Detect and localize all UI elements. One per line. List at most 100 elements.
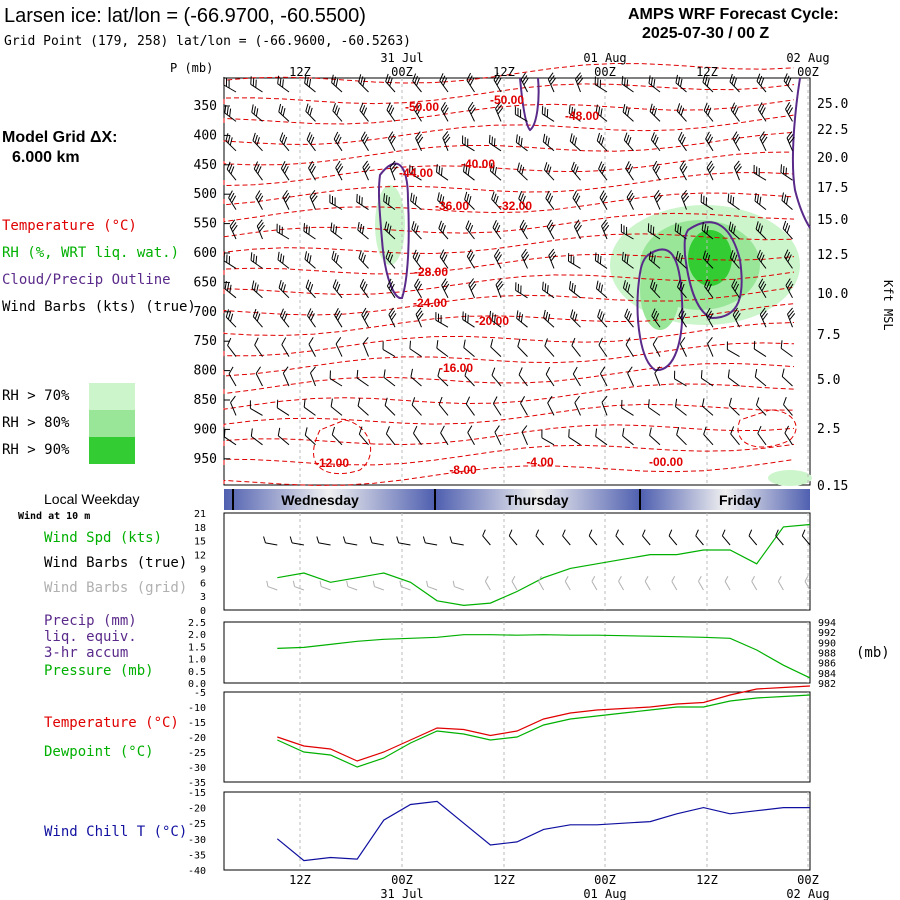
wind-barb <box>518 191 528 210</box>
wind-barb <box>488 134 502 152</box>
wind-barb <box>411 397 422 416</box>
wind-barb-flag <box>703 102 708 111</box>
wind-barb-flag <box>704 279 709 287</box>
wind-barb <box>250 252 263 269</box>
wind-barb-flag <box>280 161 286 169</box>
wind-barb-flag <box>337 136 342 145</box>
wind-barb-staff <box>358 257 369 269</box>
wind-barb-flag <box>674 222 677 231</box>
wind-barb-flag <box>597 308 601 317</box>
wind-barb-staff <box>518 198 528 210</box>
wind-barb-staff <box>382 348 396 358</box>
wind-barb-flag <box>396 536 400 544</box>
wind-barb-flag <box>228 256 231 265</box>
wind-barb <box>414 278 422 299</box>
wind-barb <box>357 221 369 240</box>
wind-barb-staff <box>751 581 758 591</box>
wind-barb <box>755 221 767 240</box>
wind-barb-flag <box>409 340 411 349</box>
wind-barb-staff <box>427 586 438 591</box>
wind-barb-flag <box>416 254 421 263</box>
wind-barb-flag <box>597 78 599 87</box>
wind-barb-flag <box>652 160 658 169</box>
wind-barb-flag <box>621 251 624 261</box>
wind-barb-staff <box>225 140 237 152</box>
wind-barb-staff <box>681 196 687 210</box>
wind-barb <box>542 281 555 299</box>
temperature-contour <box>223 342 795 377</box>
wind-barb <box>754 192 767 210</box>
wind-barb <box>435 312 449 328</box>
wind-barb-flag <box>469 77 475 86</box>
y-right-tick-label: 992 <box>818 628 836 639</box>
wind-barb <box>648 399 661 416</box>
wind-barb-flag <box>422 536 426 544</box>
wind-barb-staff <box>538 581 545 591</box>
wind-barb-staff <box>358 433 369 446</box>
wind-barb-flag <box>362 134 368 142</box>
wind-barb <box>626 190 635 210</box>
wind-barb-staff <box>784 256 793 269</box>
wind-barb-flag <box>595 280 599 289</box>
wind-barb-flag <box>467 167 470 176</box>
wind-barb <box>595 428 608 446</box>
wind-barb-flag <box>649 103 653 112</box>
wind-barb-flag <box>329 370 331 379</box>
wind-barb-flag <box>416 107 422 115</box>
wind-barb-flag <box>437 192 440 201</box>
wind-barb-flag <box>707 163 714 171</box>
wind-barb-staff <box>256 225 263 240</box>
wind-barb-staff <box>454 586 464 591</box>
wind-barb-flag <box>494 222 499 231</box>
wind-barb <box>595 280 608 299</box>
wind-barb-staff <box>595 112 608 122</box>
wind-barb-flag <box>304 427 308 436</box>
wind-barb <box>729 250 740 269</box>
wind-barb-staff <box>225 316 237 328</box>
wind-barb-staff <box>279 315 290 328</box>
wind-barb-staff <box>335 343 343 357</box>
date-label: 02 Aug <box>786 887 829 900</box>
wind-barb-flag <box>439 249 445 258</box>
wind-barb-flag <box>308 255 312 264</box>
wind-barb-flag <box>575 222 581 230</box>
wind-barb-flag <box>415 104 420 113</box>
wind-barb <box>382 341 396 358</box>
wind-barb-flag <box>517 283 519 292</box>
wind-barb-flag <box>279 225 281 234</box>
wind-barb-staff <box>250 83 263 93</box>
wind-barb-flag <box>283 313 288 322</box>
wind-barb-flag <box>306 77 309 86</box>
wind-barb-flag <box>787 78 792 86</box>
wind-barb-flag <box>548 248 555 256</box>
wind-barb <box>412 249 422 269</box>
wind-barb-flag <box>495 251 501 259</box>
wind-barb-flag <box>569 133 573 142</box>
wind-barb-flag <box>308 226 310 235</box>
wind-barb-staff <box>698 581 704 591</box>
contour-label: -50.00 <box>490 93 524 107</box>
wind-barb-flag <box>678 105 683 114</box>
wind-barb-staff <box>228 373 237 387</box>
contour-label: -4.00 <box>526 455 554 469</box>
wind-barb-staff <box>413 433 422 446</box>
wind-barb-flag <box>226 106 229 115</box>
wind-barb-staff <box>465 403 475 416</box>
wind-barb-flag <box>358 74 362 83</box>
wind-barb-staff <box>224 288 237 299</box>
wind-barb-flag <box>787 307 793 315</box>
wind-barb-flag <box>468 196 472 205</box>
wind-barb-flag <box>626 255 629 264</box>
wind-barb-staff <box>411 228 422 240</box>
wind-barb-flag <box>441 196 445 205</box>
wind-barb-flag <box>468 251 474 260</box>
wind-barb <box>679 160 688 181</box>
wind-barb-staff <box>251 435 263 446</box>
wind-barb-staff <box>598 344 608 357</box>
grid-wind-barb <box>804 575 811 591</box>
wind-barb-flag <box>409 164 411 173</box>
wind-barb-staff <box>294 586 305 591</box>
wind-barb-flag <box>784 223 789 231</box>
wind-barb-flag <box>252 132 256 141</box>
